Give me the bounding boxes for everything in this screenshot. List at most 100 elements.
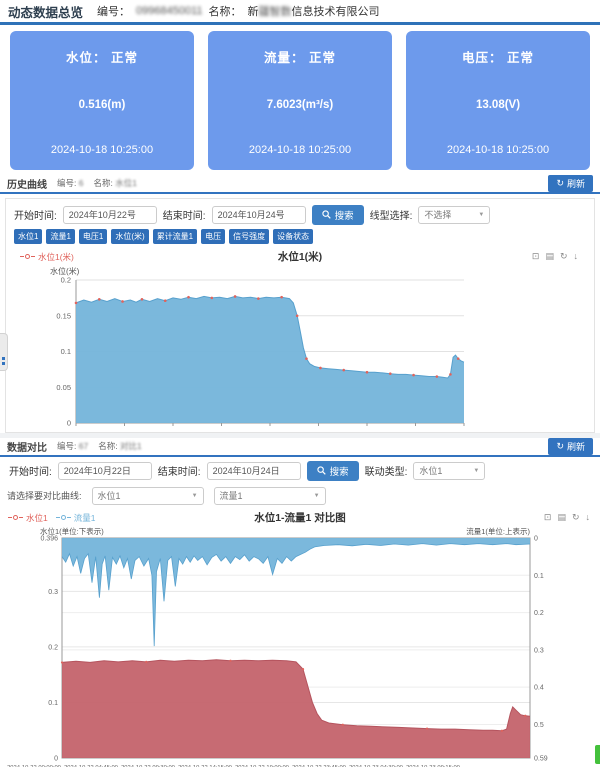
card-title: 流量： 正常	[264, 51, 336, 65]
data-view-icon[interactable]: ▤	[545, 251, 554, 261]
svg-text:0.1: 0.1	[61, 347, 71, 356]
svg-text:2024-10-23 04:30:00: 2024-10-23 04:30:00	[349, 765, 403, 767]
svg-text:0: 0	[67, 419, 71, 428]
channel-tag[interactable]: 电压1	[78, 229, 108, 244]
history-name-value: 水位1	[115, 178, 137, 188]
card-flow: 流量： 正常 7.6023(m³/s) 2024-10-18 10:25:00	[208, 31, 392, 170]
history-section-header: 历史曲线 编号: 6 名称: 水位1 ↻ 刷新	[0, 174, 600, 192]
card-timestamp: 2024-10-18 10:25:00	[446, 144, 550, 156]
channel-tag[interactable]: 电压	[201, 229, 226, 244]
svg-text:水位(米): 水位(米)	[50, 266, 80, 276]
history-start-input[interactable]	[62, 205, 157, 224]
history-end-input[interactable]	[211, 205, 306, 224]
history-chart-canvas[interactable]: 水位(米) 0 0.05 0.1 0.15 0.2	[12, 265, 588, 428]
card-voltage: 电压： 正常 13.08(V) 2024-10-18 10:25:00	[406, 31, 590, 170]
line-type-select[interactable]: 不选择 ▼	[418, 205, 491, 224]
start-time-label: 开始时间:	[14, 211, 57, 222]
history-refresh-button[interactable]: ↻ 刷新	[548, 174, 593, 192]
history-query-row: 开始时间: 结束时间: 搜索 线型选择: 不选择 ▼	[12, 201, 588, 228]
card-title: 电压： 正常	[462, 51, 534, 65]
svg-text:0.396: 0.396	[40, 536, 58, 543]
history-chart-legend[interactable]: 水位1(米)	[20, 251, 74, 263]
card-timestamp: 2024-10-18 10:25:00	[248, 144, 352, 156]
history-chart-header: 水位1(米) 水位1(米) ⊡ ▤ ↻ ↓	[12, 248, 588, 265]
area-zoom-icon[interactable]: ⊡	[543, 512, 552, 522]
channel-tag[interactable]: 累计流量1	[152, 229, 198, 244]
curve1-value: 水位1	[97, 491, 121, 501]
restore-icon[interactable]: ↻	[559, 251, 568, 261]
compare-end-input[interactable]	[206, 461, 301, 480]
link-type-select[interactable]: 水位1 ▼	[413, 461, 486, 480]
svg-text:0: 0	[534, 536, 538, 543]
svg-text:2024-10-22 04:45:00: 2024-10-22 04:45:00	[64, 765, 118, 767]
card-value: 7.6023(m³/s)	[266, 99, 334, 111]
station-name-suffix: 信息技术有限公司	[291, 6, 380, 18]
end-time-label: 结束时间:	[162, 211, 206, 222]
compare-start-input[interactable]	[57, 461, 152, 480]
compare-chart-canvas[interactable]: 水位1(单位:下表示) 流量1(单位:上表示) 0 0.1 0.2 0.3 0.396 0 0.…	[4, 526, 596, 767]
end-time-label: 结束时间:	[157, 467, 201, 478]
refresh-icon: ↻	[556, 440, 564, 451]
svg-text:0.59: 0.59	[534, 756, 548, 763]
chevron-down-icon: ▼	[191, 492, 198, 499]
svg-text:0.2: 0.2	[61, 276, 71, 285]
history-name-label: 名称:	[93, 178, 113, 188]
side-drawer-handle[interactable]	[0, 333, 8, 371]
download-icon[interactable]: ↓	[573, 251, 579, 261]
area-zoom-icon[interactable]: ⊡	[531, 251, 540, 261]
card-value: 0.516(m)	[78, 99, 126, 111]
compare-section-header: 数据对比 编号: 67 名称: 对比1 ↻ 刷新	[0, 437, 600, 455]
svg-text:2024-10-22 23:45:00: 2024-10-22 23:45:00	[292, 765, 346, 767]
chart-toolbox: ⊡ ▤ ↻ ↓	[532, 252, 578, 261]
channel-tag[interactable]: 流量1	[46, 229, 75, 244]
legend-item[interactable]: 水位1	[8, 512, 48, 524]
station-name-redacted: 疆智数	[258, 6, 292, 18]
search-label: 搜索	[329, 466, 349, 478]
compare-pick-row: 请选择要对比曲线: 水位1 ▼ 流量1 ▼	[7, 484, 593, 507]
section-gap	[0, 433, 600, 438]
channel-tag[interactable]: 信号强度	[229, 229, 270, 244]
svg-text:0.4: 0.4	[534, 685, 544, 692]
svg-text:水位1(单位:下表示): 水位1(单位:下表示)	[40, 526, 104, 536]
history-search-button[interactable]: 搜索	[311, 204, 364, 225]
compare-section-title: 数据对比	[7, 442, 47, 454]
card-timestamp: 2024-10-18 10:25:00	[50, 144, 154, 156]
refresh-label: 刷新	[566, 441, 585, 452]
chart-toolbox: ⊡ ▤ ↻ ↓	[544, 513, 590, 522]
compare-refresh-button[interactable]: ↻ 刷新	[548, 437, 593, 455]
compare-chart-legend[interactable]: 水位1 流量1	[8, 512, 95, 524]
channel-tag[interactable]: 水位(米)	[111, 229, 149, 244]
svg-text:0.05: 0.05	[56, 383, 71, 392]
search-icon	[316, 466, 326, 475]
legend-item[interactable]: 水位1(米)	[20, 251, 74, 263]
svg-text:2024-10-22 19:00:00: 2024-10-22 19:00:00	[235, 765, 289, 767]
history-no: 编号: 6	[57, 177, 83, 189]
data-view-icon[interactable]: ▤	[557, 512, 566, 522]
compare-curve2-select[interactable]: 流量1 ▼	[213, 486, 326, 505]
svg-text:0.2: 0.2	[534, 610, 544, 617]
history-name: 名称: 水位1	[93, 177, 136, 189]
compare-search-button[interactable]: 搜索	[306, 460, 359, 481]
history-channel-tags: 水位1 流量1 电压1 水位(米) 累计流量1 电压 信号强度 设备状态	[14, 229, 588, 244]
history-section-divider	[0, 192, 600, 194]
header-divider	[0, 22, 600, 25]
svg-text:流量1(单位:上表示): 流量1(单位:上表示)	[466, 526, 530, 536]
status-cards: 水位： 正常 0.516(m) 2024-10-18 10:25:00 流量： …	[0, 25, 600, 175]
legend-item[interactable]: 流量1	[55, 512, 95, 524]
svg-text:0: 0	[54, 756, 58, 763]
svg-text:2024-10-23 09:15:00: 2024-10-23 09:15:00	[406, 765, 460, 767]
compare-section-divider	[0, 455, 600, 457]
floating-widget-tab[interactable]	[595, 745, 600, 764]
link-type-value: 水位1	[419, 466, 443, 476]
channel-tag[interactable]: 设备状态	[273, 229, 314, 244]
history-no-value: 6	[78, 178, 84, 188]
history-no-label: 编号:	[57, 178, 77, 188]
station-name-label: 名称：	[208, 6, 242, 18]
restore-icon[interactable]: ↻	[571, 512, 580, 522]
history-section-title: 历史曲线	[7, 179, 47, 191]
svg-text:0.3: 0.3	[534, 647, 544, 654]
compare-curve1-select[interactable]: 水位1 ▼	[91, 486, 204, 505]
svg-text:0.15: 0.15	[56, 311, 71, 320]
download-icon[interactable]: ↓	[585, 512, 591, 522]
channel-tag[interactable]: 水位1	[14, 229, 43, 244]
